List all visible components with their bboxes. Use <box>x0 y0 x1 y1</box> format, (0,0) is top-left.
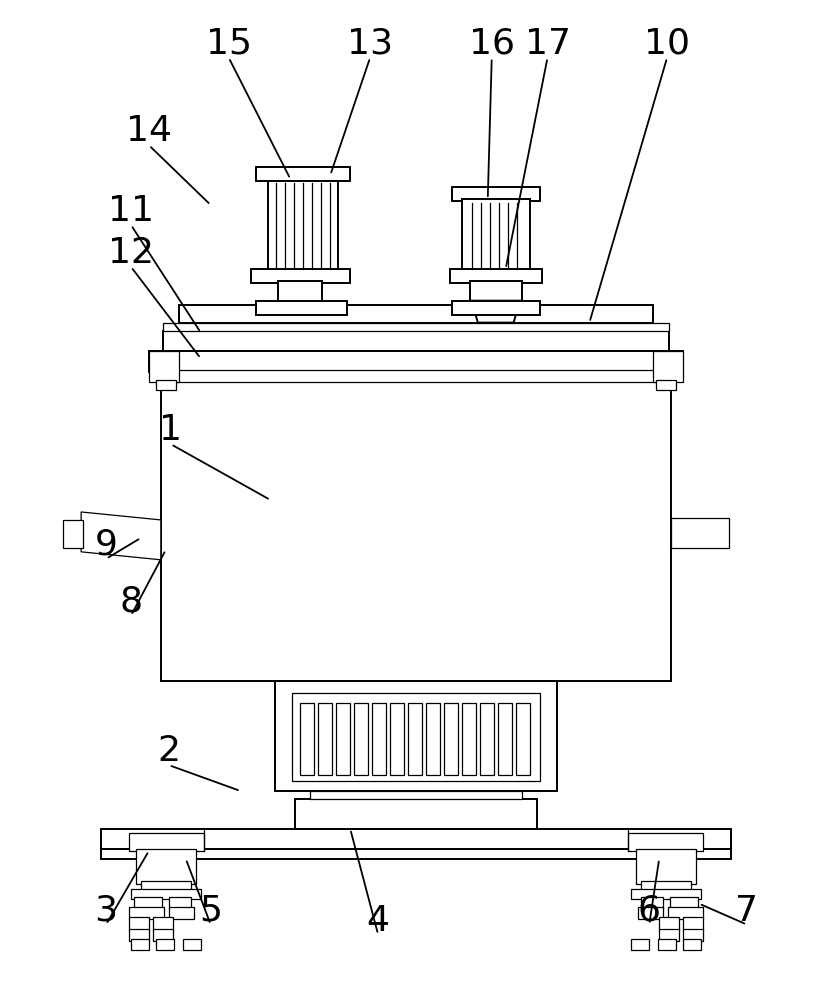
Bar <box>631 889 701 899</box>
Bar <box>153 929 173 941</box>
Text: 8: 8 <box>120 585 142 619</box>
Bar <box>101 849 731 859</box>
Bar <box>149 351 179 382</box>
Bar <box>292 693 540 781</box>
Bar <box>656 380 676 390</box>
Text: 5: 5 <box>199 894 222 928</box>
Bar <box>462 199 530 271</box>
Text: 4: 4 <box>367 904 389 938</box>
Bar <box>450 269 542 283</box>
Bar <box>183 939 201 950</box>
Bar <box>653 351 683 382</box>
Text: 3: 3 <box>95 894 117 928</box>
Bar <box>179 305 653 323</box>
Bar <box>498 703 512 775</box>
Bar <box>131 939 149 950</box>
Text: 14: 14 <box>126 114 172 148</box>
Bar <box>163 323 669 331</box>
Bar <box>169 897 191 909</box>
Bar <box>134 897 162 909</box>
Bar <box>336 703 350 775</box>
Bar <box>255 301 347 315</box>
Text: 13: 13 <box>347 27 394 61</box>
Text: 16: 16 <box>468 27 515 61</box>
Bar <box>408 703 422 775</box>
Text: 6: 6 <box>637 894 661 928</box>
Text: 11: 11 <box>108 194 154 228</box>
Bar <box>279 281 322 303</box>
Text: 1: 1 <box>159 413 182 447</box>
Bar <box>641 897 663 909</box>
Bar <box>636 849 696 884</box>
Bar <box>149 351 683 372</box>
Text: 2: 2 <box>157 734 181 768</box>
Bar <box>169 907 194 919</box>
Bar <box>156 939 174 950</box>
Bar <box>354 703 369 775</box>
Polygon shape <box>82 512 161 560</box>
Bar <box>101 829 731 851</box>
Bar <box>683 917 703 931</box>
Bar <box>129 907 164 919</box>
Bar <box>470 281 522 301</box>
Bar <box>372 703 386 775</box>
Bar <box>63 520 83 548</box>
Bar <box>129 917 149 931</box>
Bar <box>269 181 339 271</box>
Bar <box>668 907 703 919</box>
Text: 9: 9 <box>95 528 117 562</box>
Bar <box>670 897 698 909</box>
Bar <box>638 907 663 919</box>
Bar <box>452 187 540 201</box>
Bar <box>319 703 332 775</box>
Text: 17: 17 <box>524 27 571 61</box>
Bar <box>295 799 537 829</box>
Bar <box>659 917 679 931</box>
Bar <box>255 167 350 181</box>
Bar <box>250 269 350 283</box>
Bar <box>129 833 204 851</box>
Bar <box>641 881 691 891</box>
Bar <box>141 881 191 891</box>
Bar <box>631 939 649 950</box>
Bar <box>683 939 701 950</box>
Bar <box>161 372 671 681</box>
Bar <box>516 703 530 775</box>
Bar <box>658 939 676 950</box>
Text: 15: 15 <box>206 27 251 61</box>
Bar <box>163 331 669 351</box>
Text: 10: 10 <box>644 27 691 61</box>
Bar <box>153 917 173 931</box>
Bar <box>275 681 557 791</box>
Bar <box>156 380 176 390</box>
Bar <box>129 929 149 941</box>
Bar <box>628 833 703 851</box>
Bar <box>136 849 196 884</box>
Bar <box>390 703 404 775</box>
Text: 7: 7 <box>735 894 759 928</box>
Bar <box>480 703 493 775</box>
Bar <box>310 791 522 799</box>
Bar <box>671 518 729 548</box>
Bar <box>156 370 676 382</box>
Bar <box>452 301 540 315</box>
Bar <box>300 703 314 775</box>
Bar <box>683 929 703 941</box>
Bar <box>462 703 476 775</box>
Bar <box>444 703 458 775</box>
Text: 12: 12 <box>108 236 154 270</box>
Bar <box>659 929 679 941</box>
Polygon shape <box>472 301 520 323</box>
Bar <box>426 703 440 775</box>
Bar <box>131 889 201 899</box>
